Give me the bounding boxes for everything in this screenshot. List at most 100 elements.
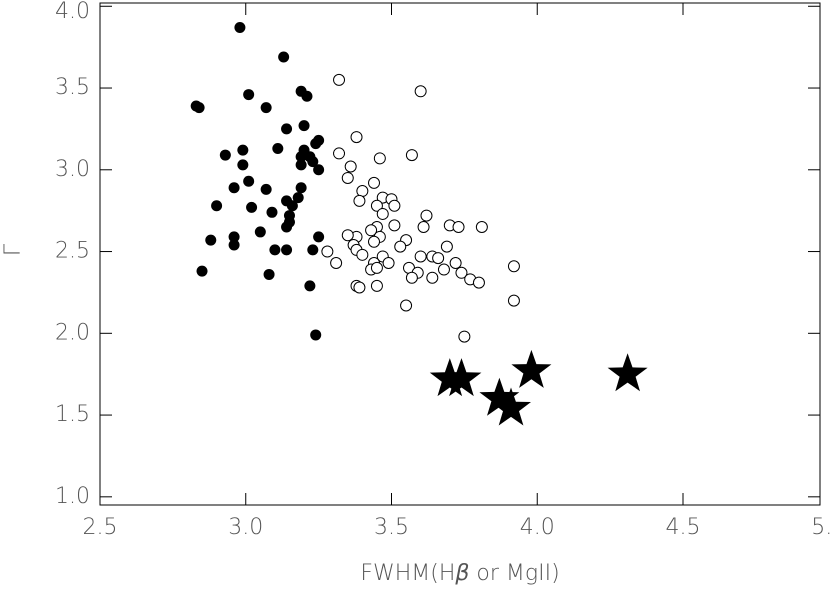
open-point [507,260,520,273]
star-point [607,353,648,392]
open-point [353,194,366,207]
x-label-tail: or MgII) [469,561,559,586]
filled-point [237,144,249,156]
open-point [405,149,418,162]
filled-point [246,201,258,213]
filled-point [298,120,310,132]
filled-point [310,329,322,341]
open-point [426,271,439,284]
filled-point [286,200,298,212]
filled-point [228,182,240,194]
x-tick-label: 4.5 [665,515,700,540]
filled-point [281,123,293,135]
open-point [356,248,369,261]
filled-point [313,231,325,243]
y-tick-label: 2.0 [55,320,90,345]
filled-point [304,280,316,292]
x-label-text: FWHM(H [360,561,455,586]
open-point [414,85,427,98]
open-point [458,330,471,343]
open-point [507,294,520,307]
filled-point [243,89,255,101]
open-point [353,281,366,294]
filled-point [269,244,281,256]
open-point [394,240,407,253]
filled-point [243,175,255,187]
y-tick-label: 3.0 [55,157,90,182]
open-point [370,279,383,292]
open-point [400,299,413,312]
filled-point [292,192,304,204]
x-axis-label: FWHM(Hβ or MgII) [360,561,559,586]
star-point [511,349,552,388]
open-point [440,240,453,253]
filled-point [228,239,240,251]
x-label-symbol: β [454,561,469,586]
filled-point [219,149,231,161]
x-tick-label: 2.5 [83,515,118,540]
filled-point [196,265,208,277]
y-tick-label: 3.5 [55,75,90,100]
open-point [368,235,381,248]
filled-point [193,102,205,114]
open-point [368,176,381,189]
open-point [432,252,445,265]
y-tick-label: 1.5 [55,402,90,427]
x-tick-label: 5.0 [811,515,830,540]
open-point [414,250,427,263]
open-point [382,256,395,269]
plot-frame [99,2,821,506]
filled-point [237,159,249,171]
filled-point [205,234,217,246]
filled-point [295,151,307,163]
open-point [475,221,488,234]
filled-point [272,143,284,155]
open-point [344,160,357,173]
filled-point [281,244,293,256]
filled-point [301,90,313,102]
filled-point [228,231,240,243]
filled-point [307,156,319,168]
filled-point [263,268,275,280]
open-point [417,221,430,234]
open-point [356,185,369,198]
filled-point [281,221,293,233]
open-point [350,131,363,144]
filled-point [260,102,272,114]
x-tick-label: 3.0 [228,515,263,540]
filled-point [307,244,319,256]
y-tick-label: 2.5 [55,239,90,264]
filled-point [295,159,307,171]
open-point [333,73,346,86]
open-point [341,171,354,184]
open-point [370,261,383,274]
open-point [472,276,485,289]
y-tick-label: 4.0 [55,0,90,24]
filled-point [234,22,246,34]
open-point [452,221,465,234]
star-point [491,387,531,426]
open-point [420,209,433,222]
filled-point [211,200,223,212]
filled-point [266,206,278,218]
y-tick-label: 1.0 [55,484,90,509]
filled-point [278,51,290,63]
star-point [479,377,520,416]
open-point [373,152,386,165]
filled-point [254,226,266,238]
x-tick-label: 3.5 [374,515,409,540]
open-point [321,245,334,258]
open-point [449,256,462,269]
open-point [455,266,468,279]
open-point [333,147,346,160]
filled-point [313,164,325,176]
open-point [437,263,450,276]
open-point [330,256,343,269]
filled-point [295,182,307,194]
open-point [388,219,401,232]
open-point [365,224,378,237]
filled-point [260,183,272,195]
open-point [341,229,354,242]
open-point [405,271,418,284]
